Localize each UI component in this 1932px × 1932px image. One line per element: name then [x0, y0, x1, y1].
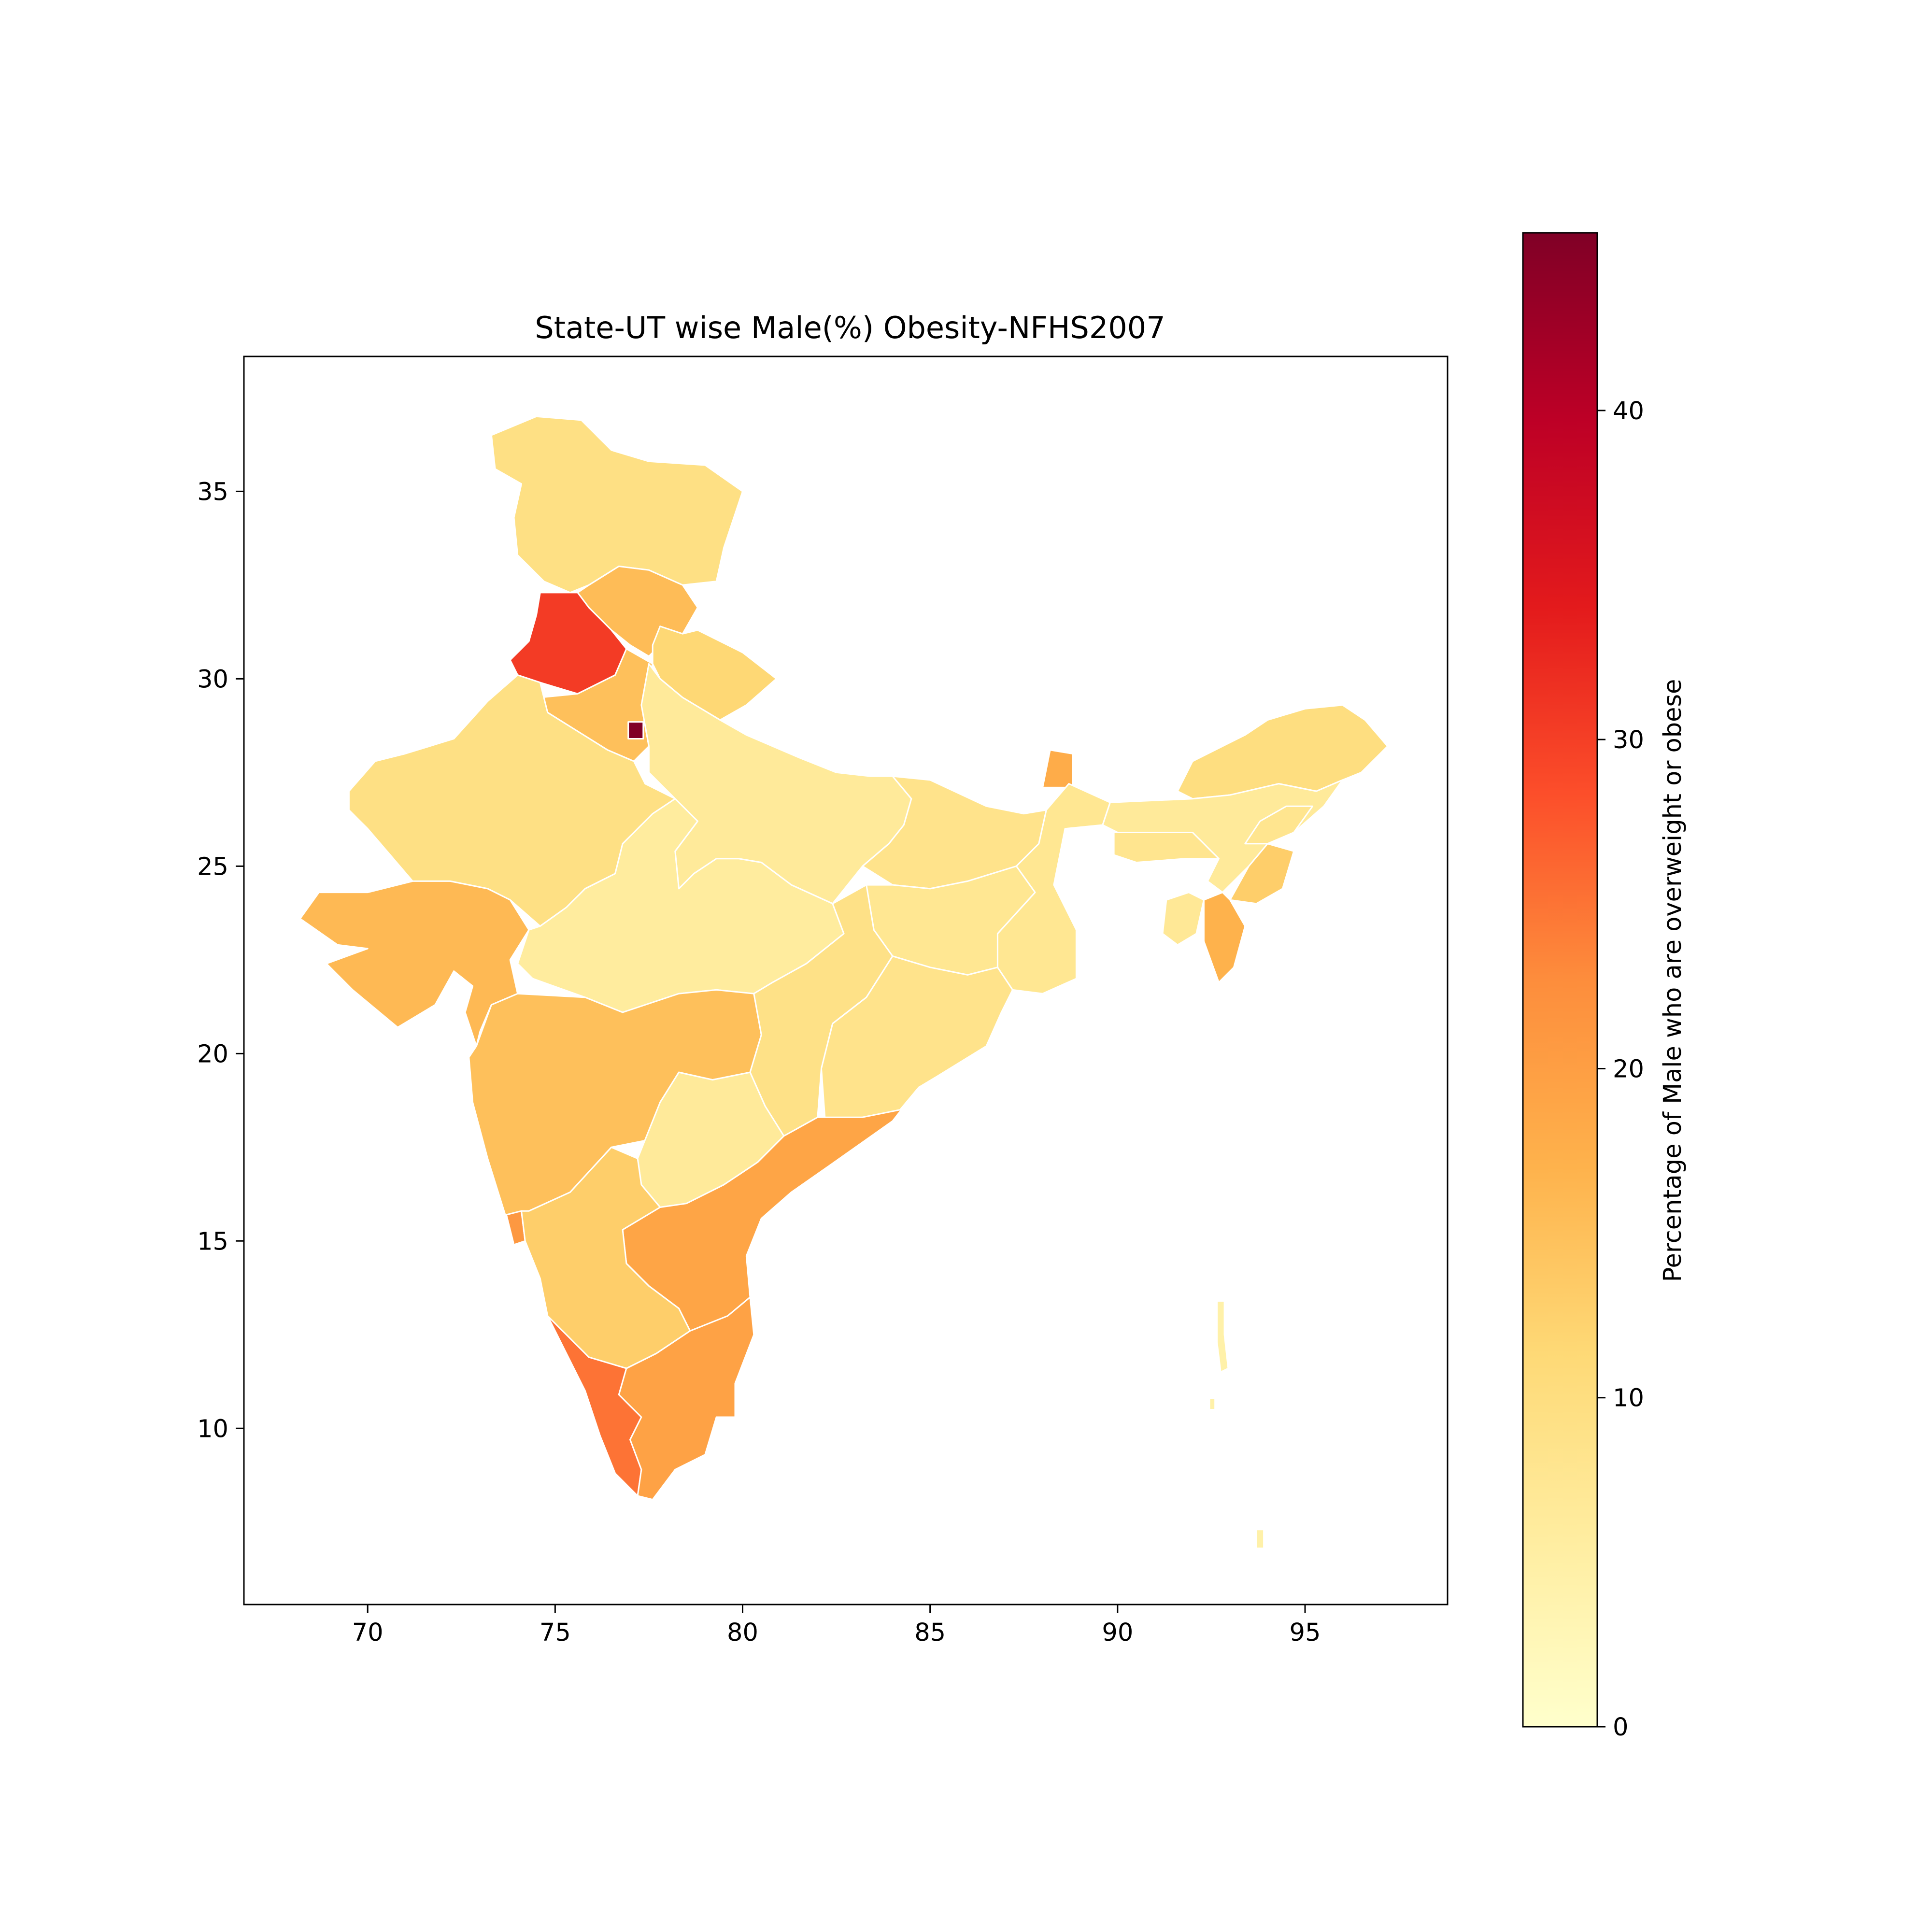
region-mizoram: Mizoram: [1203, 892, 1246, 983]
colorbar-tick-label-10: 10: [1613, 1384, 1644, 1413]
y-tick-label-35: 35: [197, 478, 228, 506]
chart-title: State-UT wise Male(%) Obesity-NFHS2007: [535, 310, 1165, 345]
y-tick-label-20: 20: [197, 1040, 228, 1068]
region-jammu-and-kashmir: Jammu and Kashmir: [490, 415, 743, 594]
region-andaman-and-nicobar-islands: Andaman and Nicobar Islands: [1208, 1300, 1265, 1549]
region-odisha: Odisha: [821, 955, 1013, 1122]
y-axis: 10 15 20 25 30 35: [197, 478, 244, 1443]
axes-frame: [243, 355, 1449, 1605]
colorbar-ticks: 0 10 20 30 40: [1597, 397, 1644, 1742]
colorbar-tick-label-0: 0: [1613, 1713, 1628, 1742]
map-area: Jammu and KashmirHimachal PradeshPunjabU…: [299, 415, 1389, 1549]
region-manipur: Manipur: [1229, 843, 1295, 905]
colorbar-label: Percentage of Male who are overweight or…: [1659, 679, 1687, 1282]
y-tick-label-30: 30: [197, 665, 228, 694]
y-tick-label-10: 10: [197, 1415, 228, 1443]
x-tick-label-95: 95: [1290, 1619, 1321, 1647]
x-tick-label-70: 70: [352, 1619, 384, 1647]
x-tick-label-75: 75: [540, 1619, 571, 1647]
region-meghalaya: Meghalaya: [1113, 832, 1220, 864]
region-tripura: Tripura: [1162, 892, 1205, 946]
region-delhi: Delhi: [627, 721, 644, 739]
x-axis: 70 75 80 85 90 95: [352, 1605, 1321, 1647]
region-sikkim: Sikkim: [1042, 749, 1074, 788]
colorbar: 0 10 20 30 40 Percentage of Male who are ove…: [1522, 232, 1687, 1742]
colorbar-tick-label-40: 40: [1613, 397, 1644, 426]
x-tick-label-90: 90: [1102, 1619, 1133, 1647]
region-tamil-nadu: Tamil Nadu: [618, 1296, 755, 1501]
y-tick-label-25: 25: [197, 852, 228, 881]
colorbar-tick-label-20: 20: [1613, 1055, 1644, 1083]
x-tick-label-85: 85: [914, 1619, 946, 1647]
colorbar-tick-label-30: 30: [1613, 726, 1644, 754]
colorbar-gradient: [1522, 232, 1598, 1728]
region-gujarat: Gujarat: [299, 880, 530, 1047]
x-tick-label-80: 80: [727, 1619, 758, 1647]
y-tick-label-15: 15: [197, 1227, 228, 1256]
